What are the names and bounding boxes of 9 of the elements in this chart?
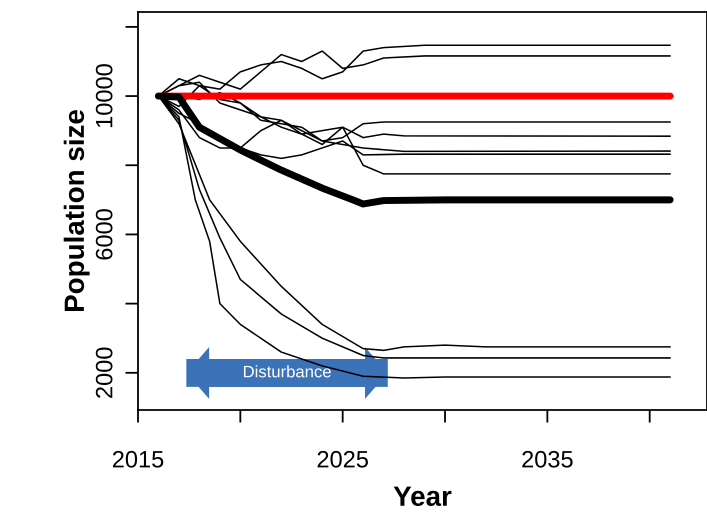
y-tick-label: 6000 [96, 209, 112, 260]
y-axis-title: Population size [64, 110, 90, 311]
x-tick-label: 2025 [318, 450, 368, 468]
annotation: Disturbance [244, 365, 331, 378]
y-tick-label: 2000 [96, 347, 112, 398]
x-axis-title: Year [394, 486, 452, 506]
x-tick-label: 2015 [112, 450, 164, 468]
y-tick-label: 10000 [96, 64, 112, 128]
x-tick-label: 2035 [522, 450, 573, 468]
